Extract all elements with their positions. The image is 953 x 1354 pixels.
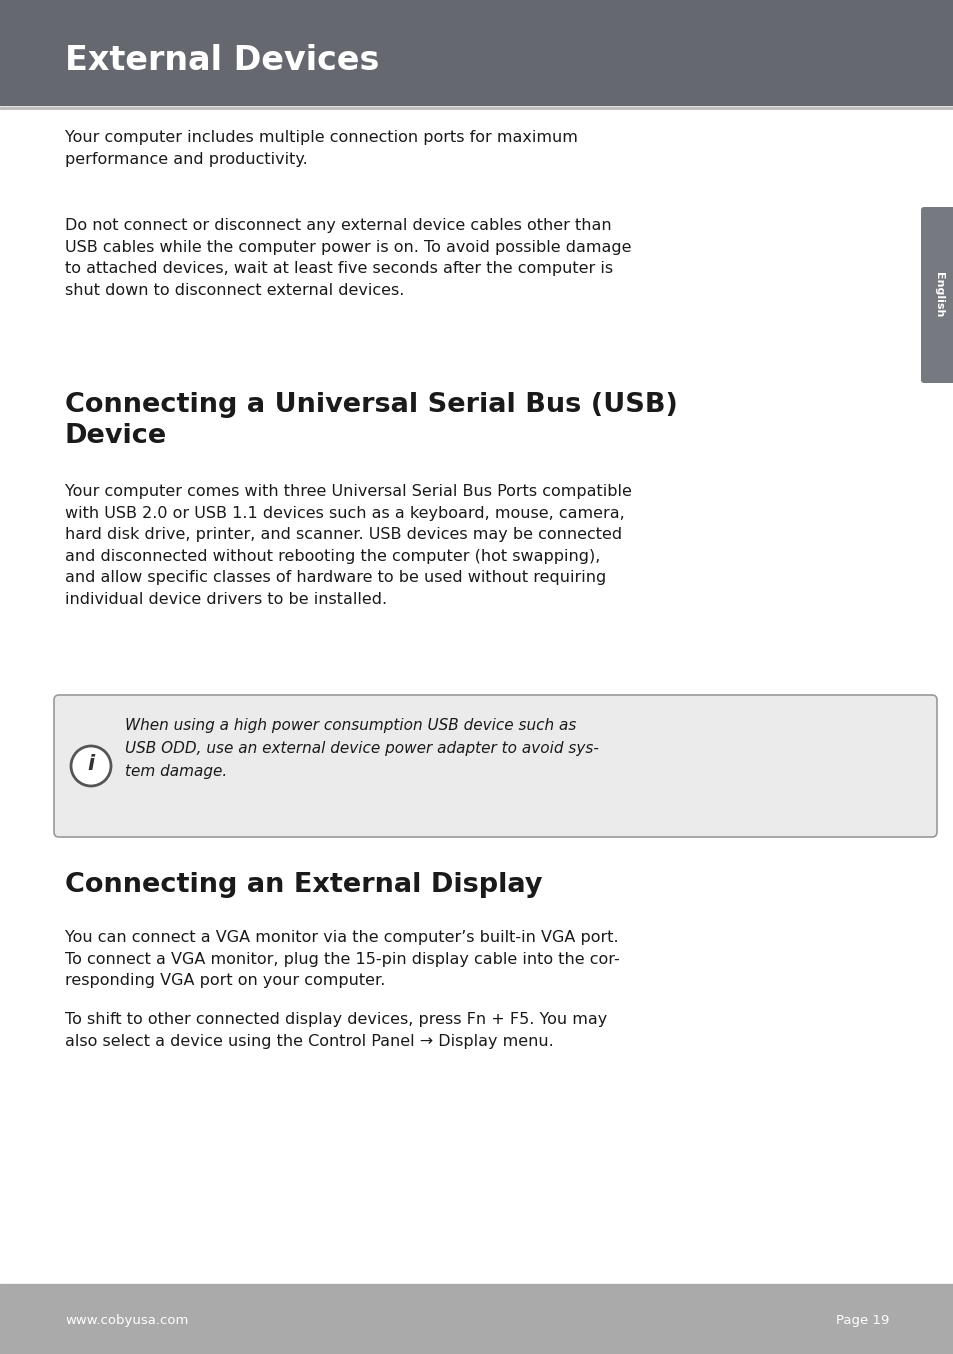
Text: Page 19: Page 19 — [835, 1313, 888, 1327]
Bar — [0, 1284, 953, 1354]
Text: www.cobyusa.com: www.cobyusa.com — [65, 1313, 188, 1327]
FancyBboxPatch shape — [920, 207, 953, 383]
Text: Connecting an External Display: Connecting an External Display — [65, 872, 542, 898]
Text: English: English — [933, 272, 943, 318]
Text: You can connect a VGA monitor via the computer’s built-in VGA port.
To connect a: You can connect a VGA monitor via the co… — [65, 930, 619, 988]
Text: i: i — [88, 754, 94, 774]
Text: Your computer includes multiple connection ports for maximum
performance and pro: Your computer includes multiple connecti… — [65, 130, 578, 167]
FancyBboxPatch shape — [54, 695, 936, 837]
Text: External Devices: External Devices — [65, 45, 379, 77]
Text: To shift to other connected display devices, press Fn + F5. You may
also select : To shift to other connected display devi… — [65, 1011, 607, 1048]
Text: Your computer comes with three Universal Serial Bus Ports compatible
with USB 2.: Your computer comes with three Universal… — [65, 483, 631, 607]
Circle shape — [71, 746, 111, 787]
Text: Connecting a Universal Serial Bus (USB)
Device: Connecting a Universal Serial Bus (USB) … — [65, 393, 678, 450]
Text: When using a high power consumption USB device such as
USB ODD, use an external : When using a high power consumption USB … — [125, 718, 598, 779]
Text: Do not connect or disconnect any external device cables other than
USB cables wh: Do not connect or disconnect any externa… — [65, 218, 631, 298]
Bar — [0, 0, 953, 106]
